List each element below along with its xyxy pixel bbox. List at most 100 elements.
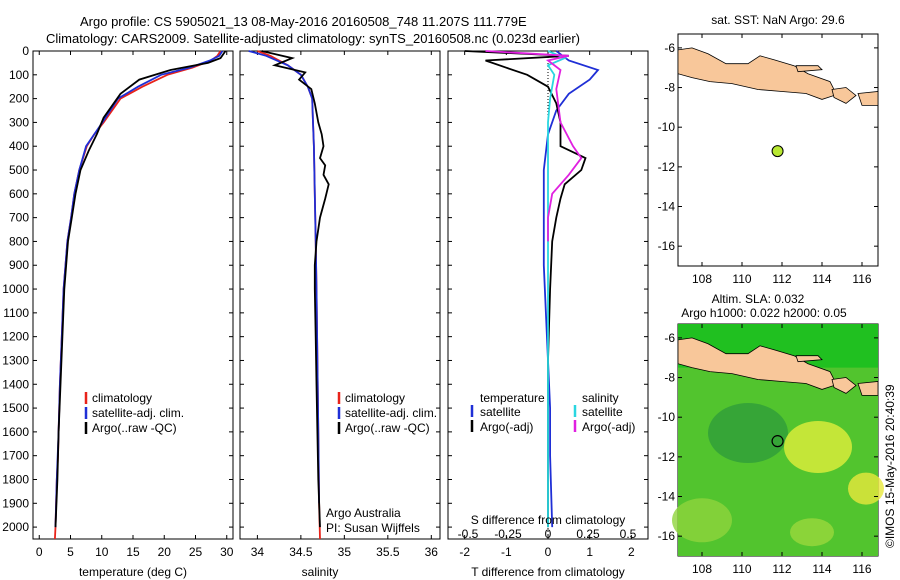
difference-lines: [464, 50, 600, 528]
series-line-satellite: [542, 50, 600, 528]
lon-tick-label: 116: [852, 272, 871, 286]
lon-tick-label: 116: [852, 562, 871, 576]
sla-low-patch: [708, 403, 788, 464]
sla-map-title-1: Altim. SLA: 0.032: [712, 292, 805, 306]
legend-label-s-argo: Argo(-adj): [582, 420, 635, 434]
depth-tick-label: 1900: [2, 496, 29, 510]
series-line-satellite-adj-clim-: [248, 50, 320, 504]
depth-tick-label: 700: [9, 211, 29, 225]
lat-tick-label: -6: [664, 331, 675, 345]
legend-label-argo: Argo(..raw -QC): [92, 421, 177, 435]
depth-tick-label: 300: [9, 115, 29, 129]
sla-map-title-2: Argo h1000: 0.022 h2000: 0.05: [681, 306, 847, 320]
lon-tick-label: 114: [812, 272, 831, 286]
sst-map-title: sat. SST: NaN Argo: 29.6: [711, 13, 845, 27]
x-tick-label: 0: [545, 545, 552, 559]
lat-tick-label: -10: [658, 410, 676, 424]
sla-high-patch: [848, 472, 884, 505]
lat-tick-label: -8: [664, 371, 675, 385]
sla-map: Altim. SLA: 0.032 Argo h1000: 0.022 h200…: [658, 292, 884, 576]
series-line-argo-adj-: [464, 50, 587, 528]
legend-label-argo: Argo(..raw -QC): [345, 421, 430, 435]
lat-tick-label: -8: [664, 81, 675, 95]
lat-tick-label: -16: [658, 529, 676, 543]
x-tick-label: 36: [425, 545, 439, 559]
lon-tick-label: 112: [772, 272, 791, 286]
salinity-lines: [248, 50, 330, 540]
s-diff-tick-label: -0.25: [494, 527, 522, 541]
legend-label-climatology: climatology: [345, 391, 405, 405]
depth-tick-label: 900: [9, 258, 29, 272]
legend-label-satellite: satellite-adj. clim.: [345, 406, 437, 420]
temperature-axes-frame: [32, 50, 234, 540]
depth-tick-label: 500: [9, 163, 29, 177]
depth-tick-label: 2000: [2, 520, 29, 534]
sla-high-patch: [784, 420, 852, 473]
sst-map-axes: 108 110 112 114 116 -6 -8 -10 -12 -14 -16: [658, 34, 878, 286]
lon-tick-label: 114: [812, 562, 831, 576]
depth-tick-label: 1300: [2, 353, 29, 367]
lon-tick-label: 110: [732, 272, 751, 286]
lon-tick-label: 108: [692, 272, 712, 286]
depth-tick-label: 1400: [2, 377, 29, 391]
lat-tick-label: -12: [658, 450, 676, 464]
depth-tick-label: 1100: [3, 306, 29, 320]
x-tick-label: 2: [628, 545, 635, 559]
temperature-axis-label: temperature (deg C): [79, 565, 187, 579]
land-bali: [831, 87, 857, 104]
x-tick-label: -2: [459, 545, 470, 559]
depth-tick-label: 200: [9, 92, 29, 106]
salinity-axis: 34 34.5 35 35.5 36: [251, 51, 439, 559]
depth-tick-label: 1200: [2, 330, 29, 344]
salinity-panel: 34 34.5 35 35.5 36 climatology satellite-adj…: [239, 50, 441, 579]
series-line-argo-raw-qc-: [54, 50, 227, 528]
salinity-axis-label: salinity: [302, 565, 339, 579]
s-diff-tick-label: 0.5: [620, 527, 637, 541]
x-tick-label: 10: [95, 545, 109, 559]
sst-map: sat. SST: NaN Argo: 29.6 108 110 112 114 116…: [658, 13, 879, 286]
land-madura: [795, 65, 823, 73]
x-tick-label: 34.5: [289, 545, 313, 559]
land-bali: [831, 377, 857, 394]
depth-tick-label: 1500: [2, 401, 29, 415]
x-tick-label: -1: [501, 545, 512, 559]
s-diff-tick-label: -0.5: [458, 527, 479, 541]
credit-line-1: Argo Australia: [326, 506, 401, 520]
lon-tick-label: 108: [692, 562, 712, 576]
depth-tick-label: 100: [9, 68, 29, 82]
land-lombok: [857, 381, 879, 396]
temperature-lines: [54, 50, 227, 540]
depth-tick-label: 1600: [2, 425, 29, 439]
salinity-legend: climatology satellite-adj. clim. Argo(..…: [337, 391, 437, 435]
argo-marker: [771, 145, 784, 158]
temperature-axis: 0 5 10 15 20 25 30: [36, 51, 234, 559]
lon-tick-label: 112: [772, 562, 791, 576]
legend-label-t-argo: Argo(-adj): [480, 420, 533, 434]
depth-axis: 0 100 200 300 400 500 600 700 800 900 1000 1100 1200…: [2, 44, 233, 534]
credit-line-2: PI: Susan Wijffels: [326, 521, 420, 535]
x-tick-label: 15: [126, 545, 140, 559]
temperature-panel: 0100200300400500600700800900100011001200…: [2, 44, 233, 579]
sla-map-axes: 108 110 112 114 116 -6 -8 -10 -12 -14 -16: [658, 324, 878, 576]
lat-tick-label: -14: [658, 200, 676, 214]
lat-tick-label: -14: [658, 490, 676, 504]
argo-marker: [771, 435, 784, 448]
series-line-argo-raw-qc-: [261, 50, 330, 528]
sla-high-patch: [790, 518, 834, 547]
lat-tick-label: -6: [664, 41, 675, 55]
depth-tick-label: 400: [9, 139, 29, 153]
x-tick-label: 35: [338, 545, 352, 559]
series-line-argo-adj-: [485, 50, 583, 242]
depth-tick-label: 0: [22, 44, 29, 58]
depth-tick-label: 1700: [2, 449, 29, 463]
lat-tick-label: -10: [658, 120, 676, 134]
lat-tick-label: -16: [658, 239, 676, 253]
depth-tick-label: 1000: [2, 282, 29, 296]
title-line-1: Argo profile: CS 5905021_13 08-May-2016 …: [80, 14, 527, 29]
x-tick-label: 30: [220, 545, 234, 559]
land-lombok: [857, 91, 879, 106]
t-difference-label: T difference from climatology: [471, 565, 625, 579]
sla-map-content: [672, 324, 884, 556]
difference-legend: temperature salinity satellite Argo(-adj…: [470, 391, 635, 434]
